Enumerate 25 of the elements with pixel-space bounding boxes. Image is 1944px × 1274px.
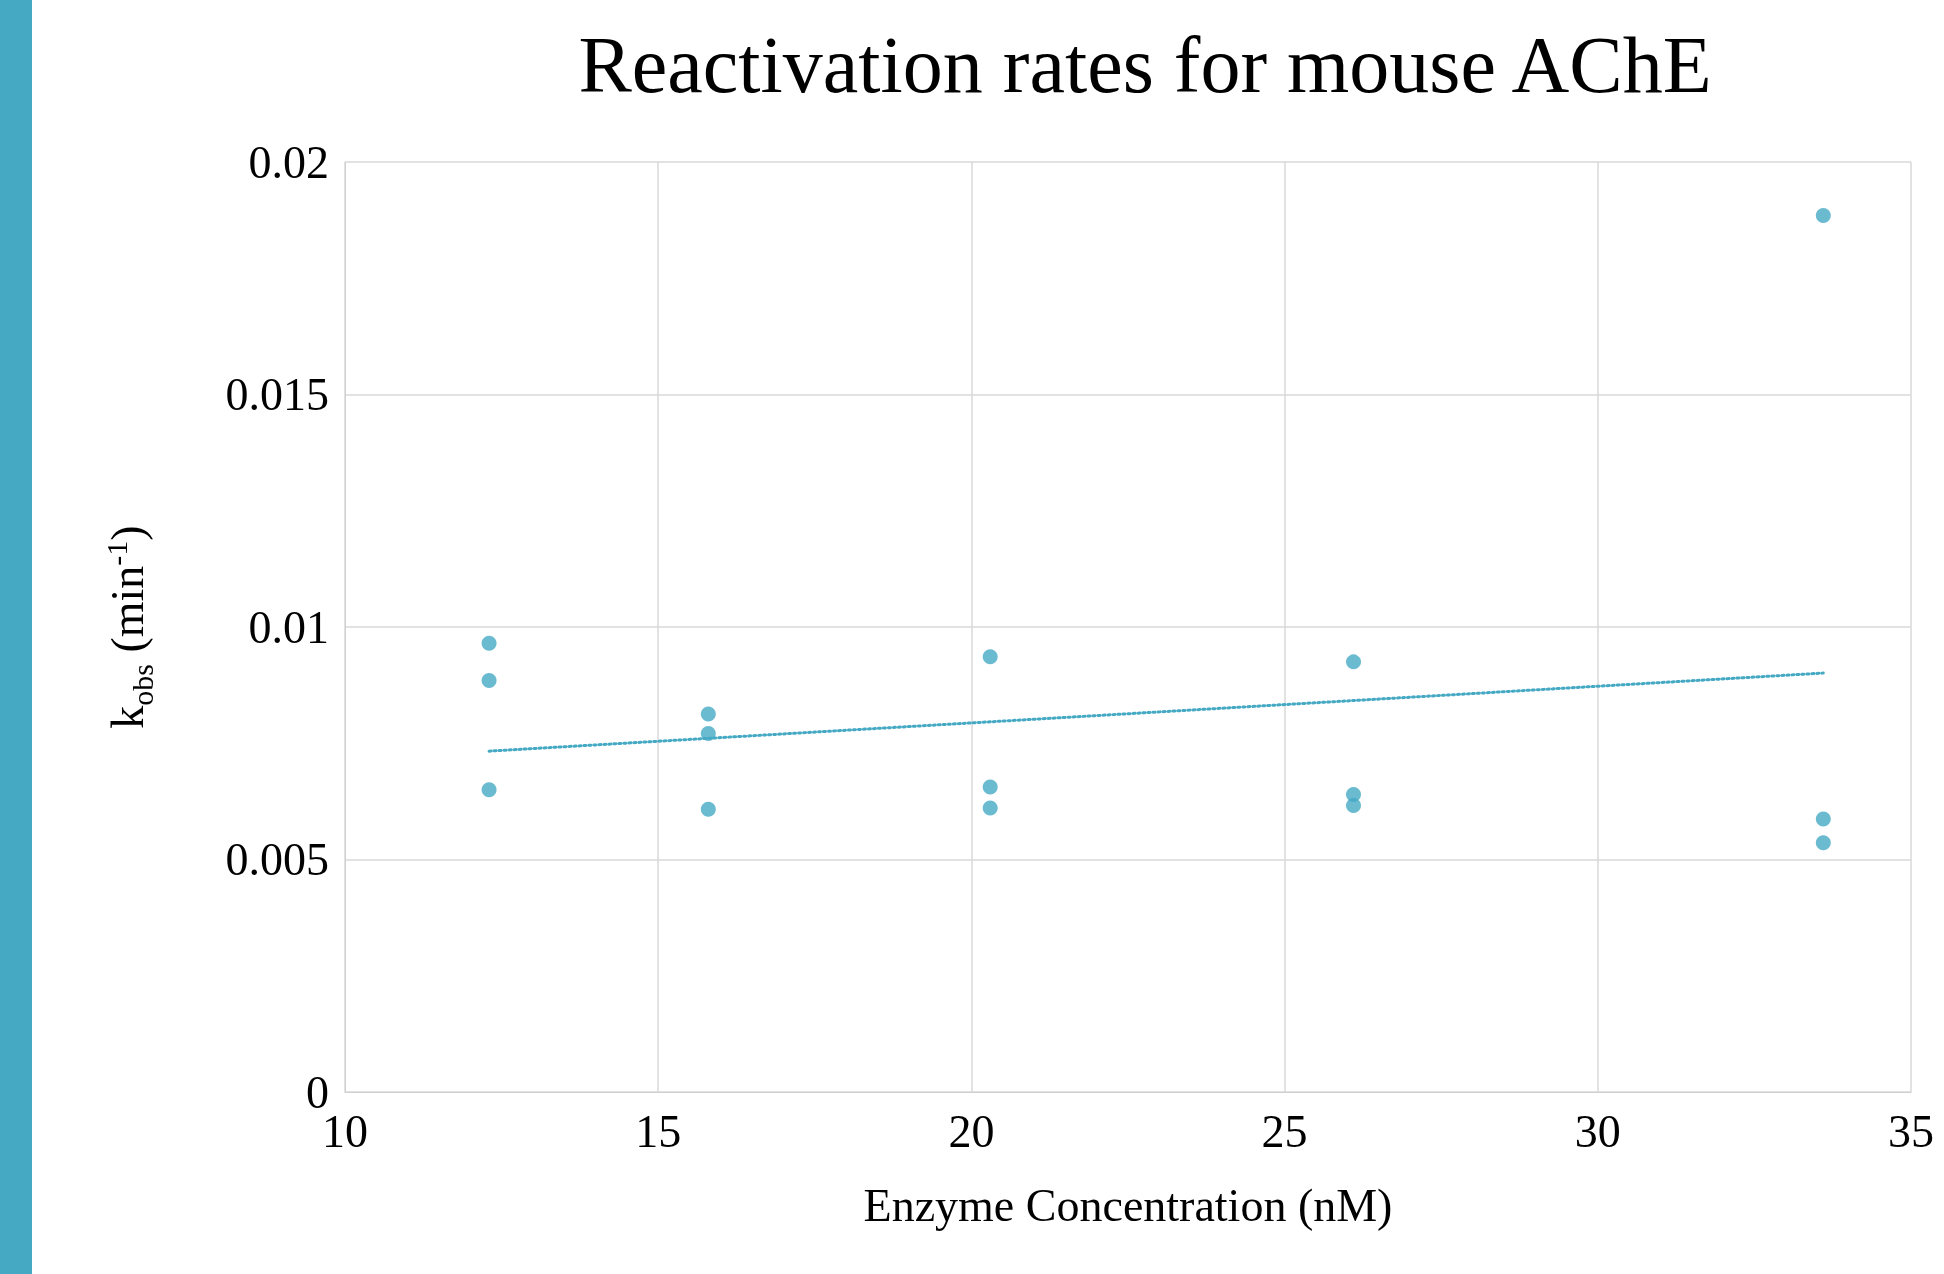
point bbox=[982, 779, 998, 795]
point bbox=[982, 649, 998, 665]
x-tick-label: 25 bbox=[1261, 1105, 1308, 1157]
x-axis-title: Enzyme Concentration (nM) bbox=[863, 1179, 1393, 1231]
x-tick-label: 15 bbox=[635, 1105, 682, 1157]
x-tick-label: 20 bbox=[948, 1105, 995, 1157]
point bbox=[700, 801, 716, 817]
point bbox=[1815, 835, 1831, 851]
y-tick-label: 0.01 bbox=[248, 601, 329, 653]
point bbox=[700, 706, 716, 722]
chart-title: Reactivation rates for mouse AChE bbox=[578, 21, 1712, 109]
point bbox=[1815, 811, 1831, 827]
point bbox=[982, 800, 998, 816]
x-tick-label: 35 bbox=[1888, 1105, 1934, 1157]
point bbox=[481, 782, 497, 798]
point bbox=[1346, 654, 1361, 670]
point bbox=[481, 635, 497, 651]
y-tick-label: 0.005 bbox=[225, 834, 329, 885]
point bbox=[481, 672, 497, 688]
point bbox=[1346, 798, 1361, 814]
x-tick-label: 30 bbox=[1574, 1105, 1621, 1157]
y-tick-label: 0 bbox=[306, 1066, 329, 1118]
point bbox=[1815, 207, 1831, 223]
y-tick-label: 0.015 bbox=[225, 369, 329, 420]
y-tick-label: 0.02 bbox=[248, 136, 329, 188]
